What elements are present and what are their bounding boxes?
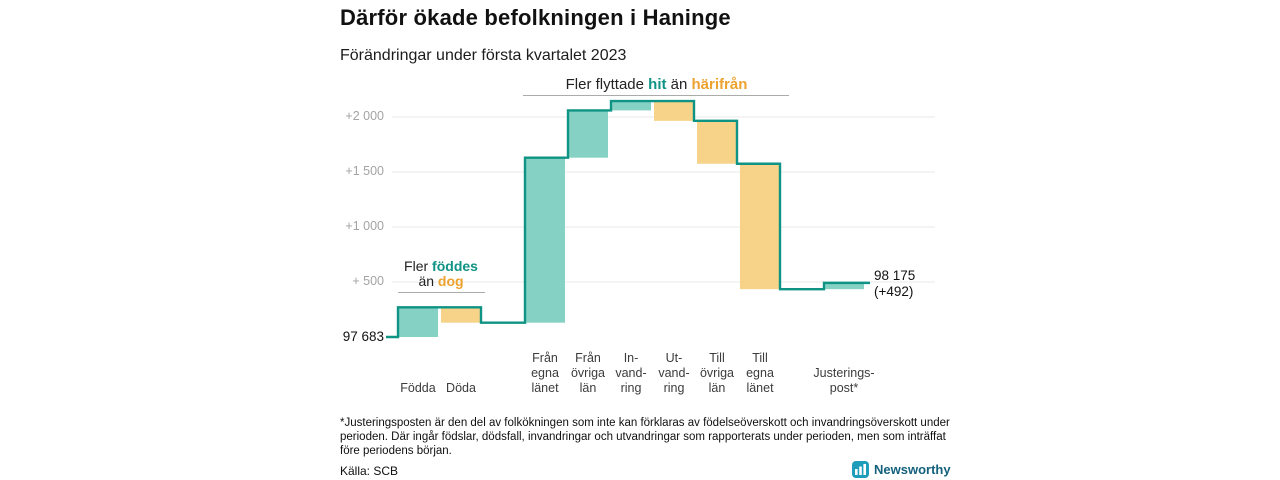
annotation-underline-migration <box>523 95 789 96</box>
waterfall-bar <box>398 307 438 337</box>
annotation-migration: Fler flyttade hit än härifrån <box>508 76 805 93</box>
x-axis-label: In-vand-ring <box>615 351 647 395</box>
waterfall-bar <box>568 110 608 158</box>
source-label: Källa: SCB <box>340 464 399 478</box>
x-axis-label: Döda <box>446 381 476 395</box>
annotation-text: Fler flyttade <box>565 76 649 93</box>
annotation-text: än <box>666 76 692 93</box>
annotation-text: Fler <box>404 258 433 274</box>
waterfall-bar <box>525 157 565 323</box>
x-axis-label: Justerings-post* <box>813 366 875 395</box>
annotation-births: Fler föddes än dog <box>394 259 488 289</box>
waterfall-bar <box>654 101 694 121</box>
waterfall-bar <box>697 120 737 164</box>
waterfall-bar <box>740 163 780 290</box>
annotation-text: dog <box>437 273 464 289</box>
annotation-underline-births <box>398 292 485 293</box>
waterfall-step-line <box>386 99 870 339</box>
annotation-text: föddes <box>432 258 478 274</box>
x-axis-label: Till övriga län <box>699 351 735 395</box>
footnote: *Justeringsposten är den del av folkökni… <box>340 417 950 457</box>
waterfall-bar <box>611 101 651 111</box>
annotation-text: hit <box>648 76 667 93</box>
start-value-label: 97 683 <box>342 329 384 344</box>
y-tick-label: +1 000 <box>345 219 384 233</box>
x-axis-label: Födda <box>400 381 436 395</box>
annotation-text: än <box>418 273 438 289</box>
x-axis-label: Från egna länet <box>531 351 559 395</box>
waterfall-bar <box>824 282 864 290</box>
y-tick-label: + 500 <box>352 274 384 288</box>
newsworthy-logo: Newsworthy <box>852 461 951 478</box>
end-value-label: 98 175 (+492) <box>874 268 915 300</box>
x-axis-label: Till egna länet <box>746 351 774 395</box>
newsworthy-logo-icon <box>852 461 869 478</box>
end-change: (+492) <box>874 284 914 299</box>
x-axis-label: Ut-vand-ring <box>658 351 690 395</box>
newsworthy-logo-text: Newsworthy <box>874 462 951 477</box>
x-axis-label: Från övriga län <box>570 351 606 395</box>
y-tick-label: +2 000 <box>345 109 384 123</box>
waterfall-bar <box>441 307 481 323</box>
annotation-text: härifrån <box>691 76 748 93</box>
chart-title: Därför ökade befolkningen i Haninge <box>340 5 731 30</box>
end-value: 98 175 <box>874 268 916 283</box>
y-tick-label: +1 500 <box>345 164 384 178</box>
chart-subtitle: Förändringar under första kvartalet 2023 <box>340 47 627 64</box>
